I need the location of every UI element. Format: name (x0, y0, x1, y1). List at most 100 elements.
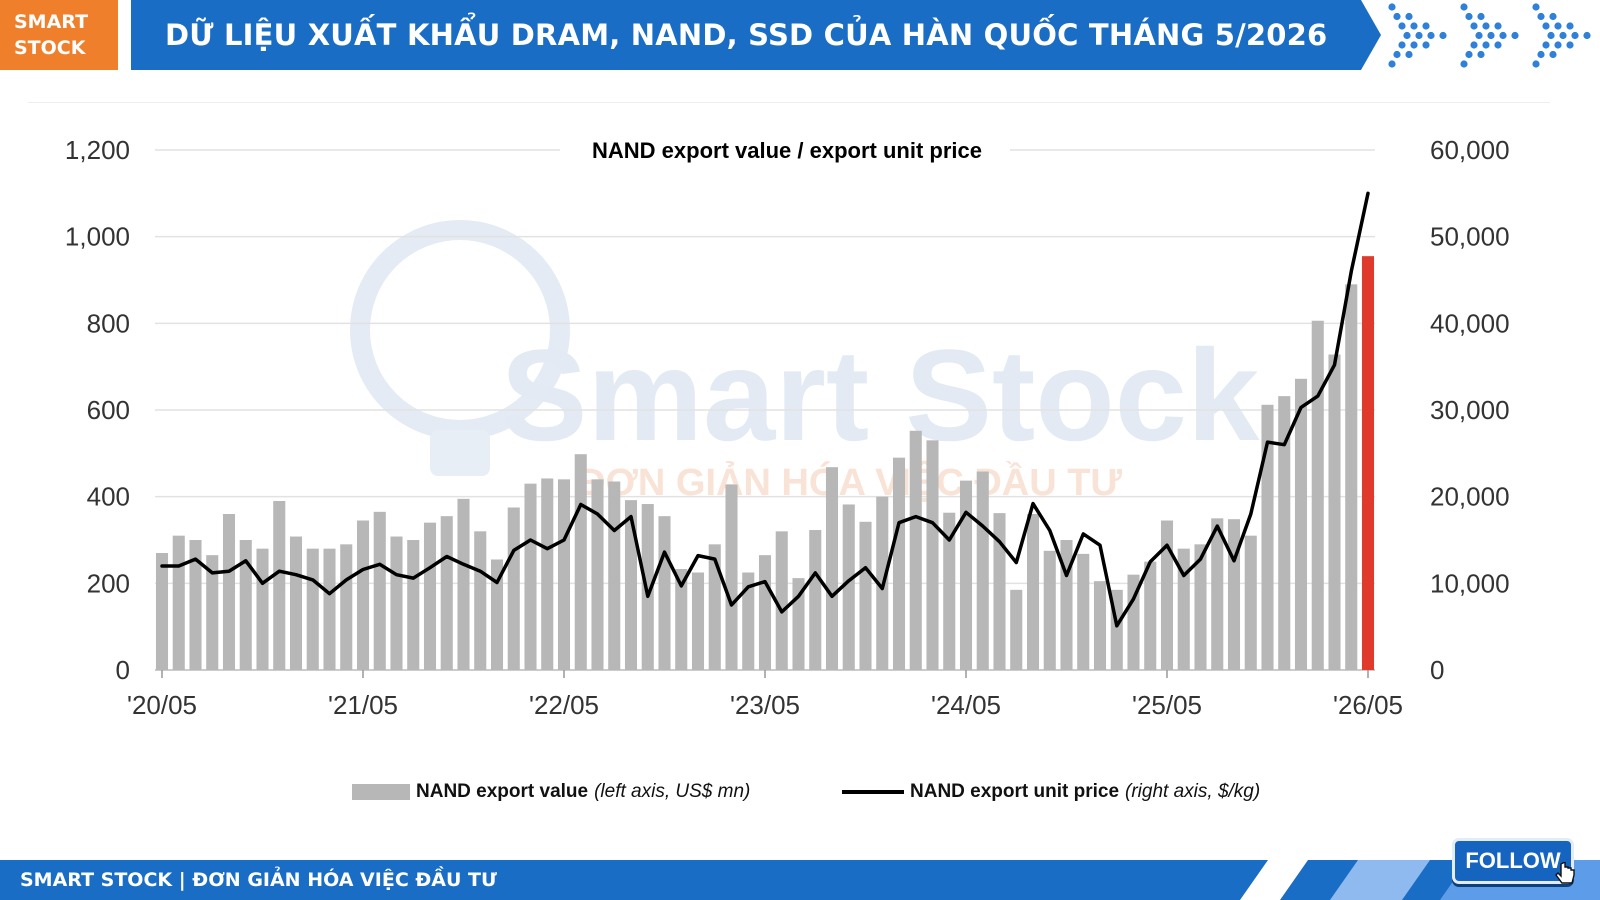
legend-swatch-bar (352, 784, 410, 800)
bar (1177, 548, 1190, 670)
left-tick-label: 1,200 (65, 135, 130, 165)
bar (239, 540, 252, 670)
decor-dot (1542, 41, 1550, 49)
bar (1144, 561, 1157, 670)
left-tick-label: 600 (87, 395, 130, 425)
x-tick-label: '21/05 (328, 690, 398, 720)
decor-dot (1542, 22, 1550, 30)
bar (1244, 535, 1257, 670)
decor-dot (1393, 12, 1401, 21)
bar (993, 513, 1006, 670)
bar (206, 555, 219, 670)
chart-title-background (560, 130, 1010, 166)
bar (1010, 589, 1023, 670)
bar (926, 440, 939, 670)
right-tick-label: 40,000 (1430, 308, 1510, 338)
bar (423, 522, 437, 670)
decor-dot (1477, 12, 1485, 21)
left-axis: 0 200 400 600 800 1,000 1,200 (65, 135, 130, 685)
bar (1328, 354, 1341, 670)
decor-dot (1559, 31, 1567, 40)
x-tick-label: '26/05 (1333, 690, 1403, 720)
legend-swatch-line (842, 790, 904, 794)
decor-dot (1388, 3, 1396, 11)
decor-dot (1487, 31, 1495, 40)
x-axis: '20/05 '21/05 '22/05 '23/05 '24/05 '25/05 '26/… (127, 670, 1403, 720)
bar (490, 559, 504, 670)
watermark: Smart Stock ĐƠN GIẢN HÓA VIỆC ĐẦU TƯ (350, 220, 1260, 504)
right-tick-label: 0 (1430, 655, 1444, 685)
bar (574, 454, 587, 670)
bar (256, 548, 269, 670)
bar (507, 507, 520, 670)
left-tick-label: 200 (87, 568, 130, 598)
bar (1345, 284, 1358, 670)
bar (1160, 520, 1174, 670)
bar (1211, 518, 1224, 670)
decor-dot (1549, 12, 1557, 21)
right-axis: 0 10,000 20,000 30,000 40,000 50,000 60,000 (1430, 135, 1510, 685)
bar (959, 480, 973, 670)
decor-dot (1388, 60, 1396, 68)
bar (1077, 553, 1090, 670)
left-tick-label: 400 (87, 482, 130, 512)
bar (356, 520, 370, 670)
decor-dot (1566, 41, 1574, 49)
decor-dot (1398, 22, 1406, 30)
bar (155, 553, 169, 670)
decor-dot (1537, 12, 1545, 21)
bar (172, 535, 185, 670)
decor-dot (1494, 41, 1502, 49)
bar (340, 544, 353, 670)
bar (1227, 519, 1241, 670)
bar (1127, 574, 1140, 670)
right-tick-label: 50,000 (1430, 222, 1510, 252)
x-tick-label: '23/05 (730, 690, 800, 720)
legend-item-unit-price: NAND export unit price (right axis, $/kg… (842, 780, 1260, 804)
decor-dot (1439, 31, 1447, 40)
bar (289, 536, 303, 670)
decor-dot (1554, 22, 1562, 30)
bar (691, 572, 705, 670)
bar (1093, 581, 1107, 670)
bar (541, 478, 554, 670)
decor-dot (1532, 60, 1540, 68)
x-tick-label: '24/05 (931, 690, 1001, 720)
decor-dot (1547, 31, 1555, 40)
decor-dot (1465, 50, 1473, 59)
chart-title: NAND export value / export unit price (592, 138, 982, 163)
decor-dot (1499, 31, 1507, 40)
bar (725, 484, 738, 670)
decor-dot (1470, 22, 1478, 30)
bar (641, 504, 654, 670)
bar (440, 516, 453, 670)
decor-dot (1532, 3, 1540, 11)
x-tick-label: '25/05 (1132, 690, 1202, 720)
bar (809, 530, 822, 670)
bar (892, 457, 906, 670)
right-tick-label: 10,000 (1430, 568, 1510, 598)
bar (591, 479, 604, 670)
bar (1043, 550, 1056, 670)
decor-dot (1554, 41, 1562, 49)
decor-dot (1427, 31, 1435, 40)
page-title-banner: DỮ LIỆU XUẤT KHẨU DRAM, NAND, SSD CỦA HÀ… (131, 0, 1381, 70)
bar (306, 548, 319, 670)
bar (273, 501, 286, 670)
decor-dot (1470, 41, 1478, 49)
decor-dot (1403, 31, 1411, 40)
bar (758, 555, 772, 670)
decor-dot (1410, 22, 1418, 30)
left-tick-label: 1,000 (65, 222, 130, 252)
bar (373, 511, 386, 670)
bar (557, 479, 571, 670)
bar (222, 514, 236, 670)
bar-latest (1361, 256, 1375, 670)
bar (842, 504, 855, 670)
follow-button[interactable]: FOLLOW (1452, 838, 1574, 884)
legend-unit-unit-price: (right axis, $/kg) (1125, 781, 1261, 802)
bar (1194, 544, 1207, 670)
bar (742, 572, 755, 670)
bar (407, 540, 420, 670)
